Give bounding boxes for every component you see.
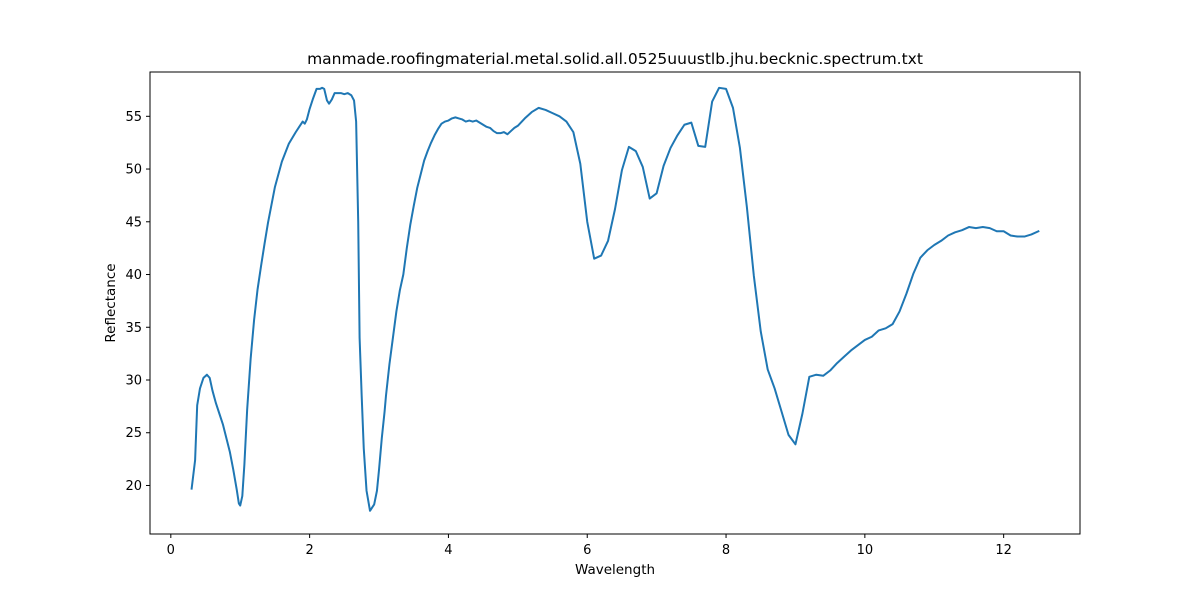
plot-area — [190, 86, 1040, 512]
y-tick-label: 50 — [125, 163, 142, 178]
x-tick-label: 12 — [995, 543, 1012, 558]
x-axis-ticks: 0 2 4 6 8 10 12 — [167, 534, 1012, 558]
y-tick-label: 20 — [125, 479, 142, 494]
y-tick-label: 25 — [125, 426, 142, 441]
x-tick-label: 6 — [583, 543, 591, 558]
y-tick-label: 45 — [125, 215, 142, 230]
y-axis-label: Reflectance — [103, 263, 119, 342]
x-tick-label: 0 — [167, 543, 175, 558]
y-tick-label: 35 — [125, 321, 142, 336]
x-tick-label: 10 — [857, 543, 874, 558]
x-axis-label: Wavelength — [575, 562, 655, 578]
reflectance-series-line — [190, 86, 1040, 512]
y-axis-ticks: 20 25 30 35 40 45 50 55 — [125, 110, 150, 494]
axes-frame — [149, 71, 1081, 535]
x-tick-label: 8 — [722, 543, 730, 558]
y-tick-label: 40 — [125, 268, 142, 283]
y-tick-label: 55 — [125, 110, 142, 125]
x-tick-label: 4 — [444, 543, 452, 558]
chart-title: manmade.roofingmaterial.metal.solid.all.… — [307, 50, 923, 68]
x-tick-label: 2 — [305, 543, 313, 558]
y-tick-label: 30 — [125, 374, 142, 389]
